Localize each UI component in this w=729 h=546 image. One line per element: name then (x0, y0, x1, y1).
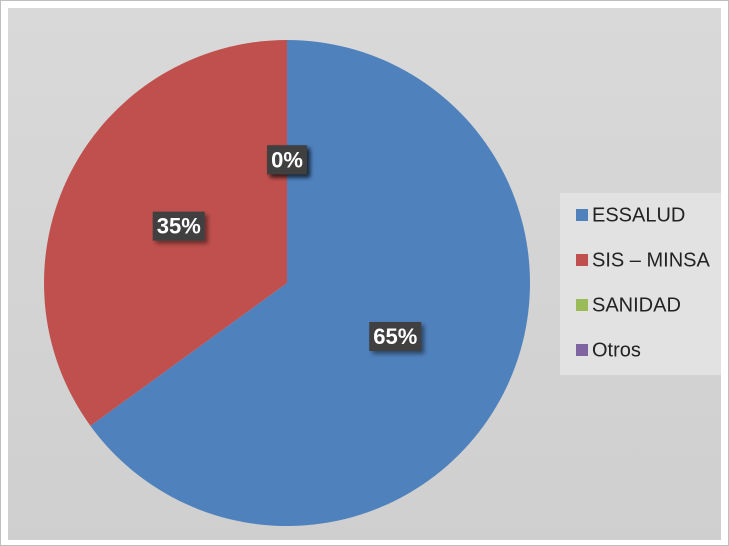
data-label: 0% (271, 147, 303, 172)
legend-label: ESSALUD (592, 204, 685, 226)
data-label-box (267, 145, 307, 175)
pie (43, 40, 530, 527)
legend-swatch (576, 209, 588, 221)
data-label: 35% (157, 214, 201, 239)
legend-swatch (576, 299, 588, 311)
data-label-box (369, 321, 422, 351)
legend-label: SIS – MINSA (592, 249, 710, 271)
legend-swatch (576, 344, 588, 356)
data-labels: 65%35%0%0% (152, 145, 422, 351)
legend-label: Otros (592, 339, 641, 361)
data-label: 65% (373, 324, 417, 349)
legend-items: ESSALUD SIS – MINSA SANIDAD Otros (576, 204, 710, 361)
legend-label: SANIDAD (592, 294, 681, 316)
data-label-box (152, 211, 205, 241)
legend-swatch (576, 254, 588, 266)
pie-slice (90, 40, 530, 527)
